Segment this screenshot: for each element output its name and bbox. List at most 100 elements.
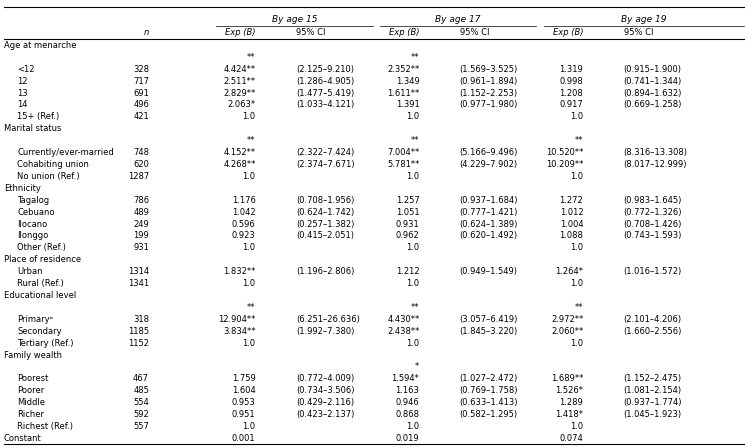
Text: Middle: Middle <box>17 398 45 407</box>
Text: <12: <12 <box>17 65 34 74</box>
Text: 2.060**: 2.060** <box>551 327 583 336</box>
Text: (1.845–3.220): (1.845–3.220) <box>460 327 518 336</box>
Text: 1314: 1314 <box>128 267 149 276</box>
Text: (0.734–3.506): (0.734–3.506) <box>296 386 355 395</box>
Text: 0.953: 0.953 <box>232 398 256 407</box>
Text: Other (Ref.): Other (Ref.) <box>17 243 66 252</box>
Text: 12.904**: 12.904** <box>218 315 256 324</box>
Text: No union (Ref.): No union (Ref.) <box>17 172 80 181</box>
Text: 0.923: 0.923 <box>232 232 256 241</box>
Text: 2.972**: 2.972** <box>551 315 583 324</box>
Text: **: ** <box>411 303 419 312</box>
Text: **: ** <box>247 303 256 312</box>
Text: 10.520**: 10.520** <box>546 148 583 157</box>
Text: (0.983–1.645): (0.983–1.645) <box>624 196 682 205</box>
Text: 95% CI: 95% CI <box>624 28 653 37</box>
Text: By age 19: By age 19 <box>621 15 667 24</box>
Text: **: ** <box>575 303 583 312</box>
Text: 485: 485 <box>133 386 149 395</box>
Text: *: * <box>415 362 419 371</box>
Text: (0.915–1.900): (0.915–1.900) <box>624 65 682 74</box>
Text: (1.196–2.806): (1.196–2.806) <box>296 267 354 276</box>
Text: 1.264*: 1.264* <box>555 267 583 276</box>
Text: (3.057–6.419): (3.057–6.419) <box>460 315 518 324</box>
Text: (0.633–1.413): (0.633–1.413) <box>460 398 519 407</box>
Text: 1.418*: 1.418* <box>555 410 583 419</box>
Text: **: ** <box>411 136 419 145</box>
Text: 2.063*: 2.063* <box>227 100 256 109</box>
Text: 592: 592 <box>133 410 149 419</box>
Text: 1.176: 1.176 <box>232 196 256 205</box>
Text: 1.0: 1.0 <box>406 422 419 431</box>
Text: 12: 12 <box>17 77 28 86</box>
Text: 199: 199 <box>133 232 149 241</box>
Text: (0.708–1.956): (0.708–1.956) <box>296 196 354 205</box>
Text: 3.834**: 3.834** <box>223 327 256 336</box>
Text: Primaryᵃ: Primaryᵃ <box>17 315 53 324</box>
Text: 1.832**: 1.832** <box>224 267 256 276</box>
Text: 5.781**: 5.781** <box>387 160 419 169</box>
Text: Age at menarche: Age at menarche <box>4 41 76 50</box>
Text: 10.209**: 10.209** <box>546 160 583 169</box>
Text: Ilonggo: Ilonggo <box>17 232 48 241</box>
Text: 1.0: 1.0 <box>570 279 583 288</box>
Text: Exp (B): Exp (B) <box>225 28 256 37</box>
Text: 0.074: 0.074 <box>559 434 583 443</box>
Text: (1.152–2.475): (1.152–2.475) <box>624 375 682 383</box>
Text: 1.088: 1.088 <box>559 232 583 241</box>
Text: (1.045–1.923): (1.045–1.923) <box>624 410 682 419</box>
Text: 1.257: 1.257 <box>396 196 419 205</box>
Text: 4.424**: 4.424** <box>224 65 256 74</box>
Text: 15+ (Ref.): 15+ (Ref.) <box>17 112 60 121</box>
Text: Cohabiting union: Cohabiting union <box>17 160 89 169</box>
Text: 328: 328 <box>133 65 149 74</box>
Text: 557: 557 <box>133 422 149 431</box>
Text: 1.208: 1.208 <box>559 89 583 98</box>
Text: 1.0: 1.0 <box>570 172 583 181</box>
Text: 1.212: 1.212 <box>396 267 419 276</box>
Text: 931: 931 <box>133 243 149 252</box>
Text: 1.611**: 1.611** <box>387 89 419 98</box>
Text: Richest (Ref.): Richest (Ref.) <box>17 422 73 431</box>
Text: Marital status: Marital status <box>4 124 61 133</box>
Text: 1.0: 1.0 <box>242 339 256 348</box>
Text: Ethnicity: Ethnicity <box>4 184 40 193</box>
Text: (6.251–26.636): (6.251–26.636) <box>296 315 360 324</box>
Text: 1.349: 1.349 <box>396 77 419 86</box>
Text: Tertiary (Ref.): Tertiary (Ref.) <box>17 339 74 348</box>
Text: 786: 786 <box>133 196 149 205</box>
Text: Currently/ever-married: Currently/ever-married <box>17 148 114 157</box>
Text: Exp (B): Exp (B) <box>389 28 419 37</box>
Text: 1.051: 1.051 <box>396 207 419 217</box>
Text: 1.042: 1.042 <box>232 207 256 217</box>
Text: 1341: 1341 <box>128 279 149 288</box>
Text: 2.352**: 2.352** <box>387 65 419 74</box>
Text: 748: 748 <box>133 148 149 157</box>
Text: Cebuano: Cebuano <box>17 207 54 217</box>
Text: (1.569–3.525): (1.569–3.525) <box>460 65 518 74</box>
Text: (8.316–13.308): (8.316–13.308) <box>624 148 688 157</box>
Text: 0.868: 0.868 <box>396 410 419 419</box>
Text: 1.012: 1.012 <box>559 207 583 217</box>
Text: 1.0: 1.0 <box>242 279 256 288</box>
Text: 1.0: 1.0 <box>406 172 419 181</box>
Text: 1.289: 1.289 <box>559 398 583 407</box>
Text: 13: 13 <box>17 89 28 98</box>
Text: (0.669–1.258): (0.669–1.258) <box>624 100 682 109</box>
Text: (8.017–12.999): (8.017–12.999) <box>624 160 687 169</box>
Text: 2.511**: 2.511** <box>224 77 256 86</box>
Text: Educational level: Educational level <box>4 291 76 300</box>
Text: 249: 249 <box>133 220 149 228</box>
Text: 0.917: 0.917 <box>559 100 583 109</box>
Text: 2.438**: 2.438** <box>387 327 419 336</box>
Text: 1.0: 1.0 <box>406 279 419 288</box>
Text: (0.769–1.758): (0.769–1.758) <box>460 386 519 395</box>
Text: (4.229–7.902): (4.229–7.902) <box>460 160 518 169</box>
Text: (0.423–2.137): (0.423–2.137) <box>296 410 354 419</box>
Text: By age 17: By age 17 <box>435 15 481 24</box>
Text: Rural (Ref.): Rural (Ref.) <box>17 279 64 288</box>
Text: (1.033–4.121): (1.033–4.121) <box>296 100 354 109</box>
Text: 1.689**: 1.689** <box>551 375 583 383</box>
Text: 1.319: 1.319 <box>559 65 583 74</box>
Text: 489: 489 <box>133 207 149 217</box>
